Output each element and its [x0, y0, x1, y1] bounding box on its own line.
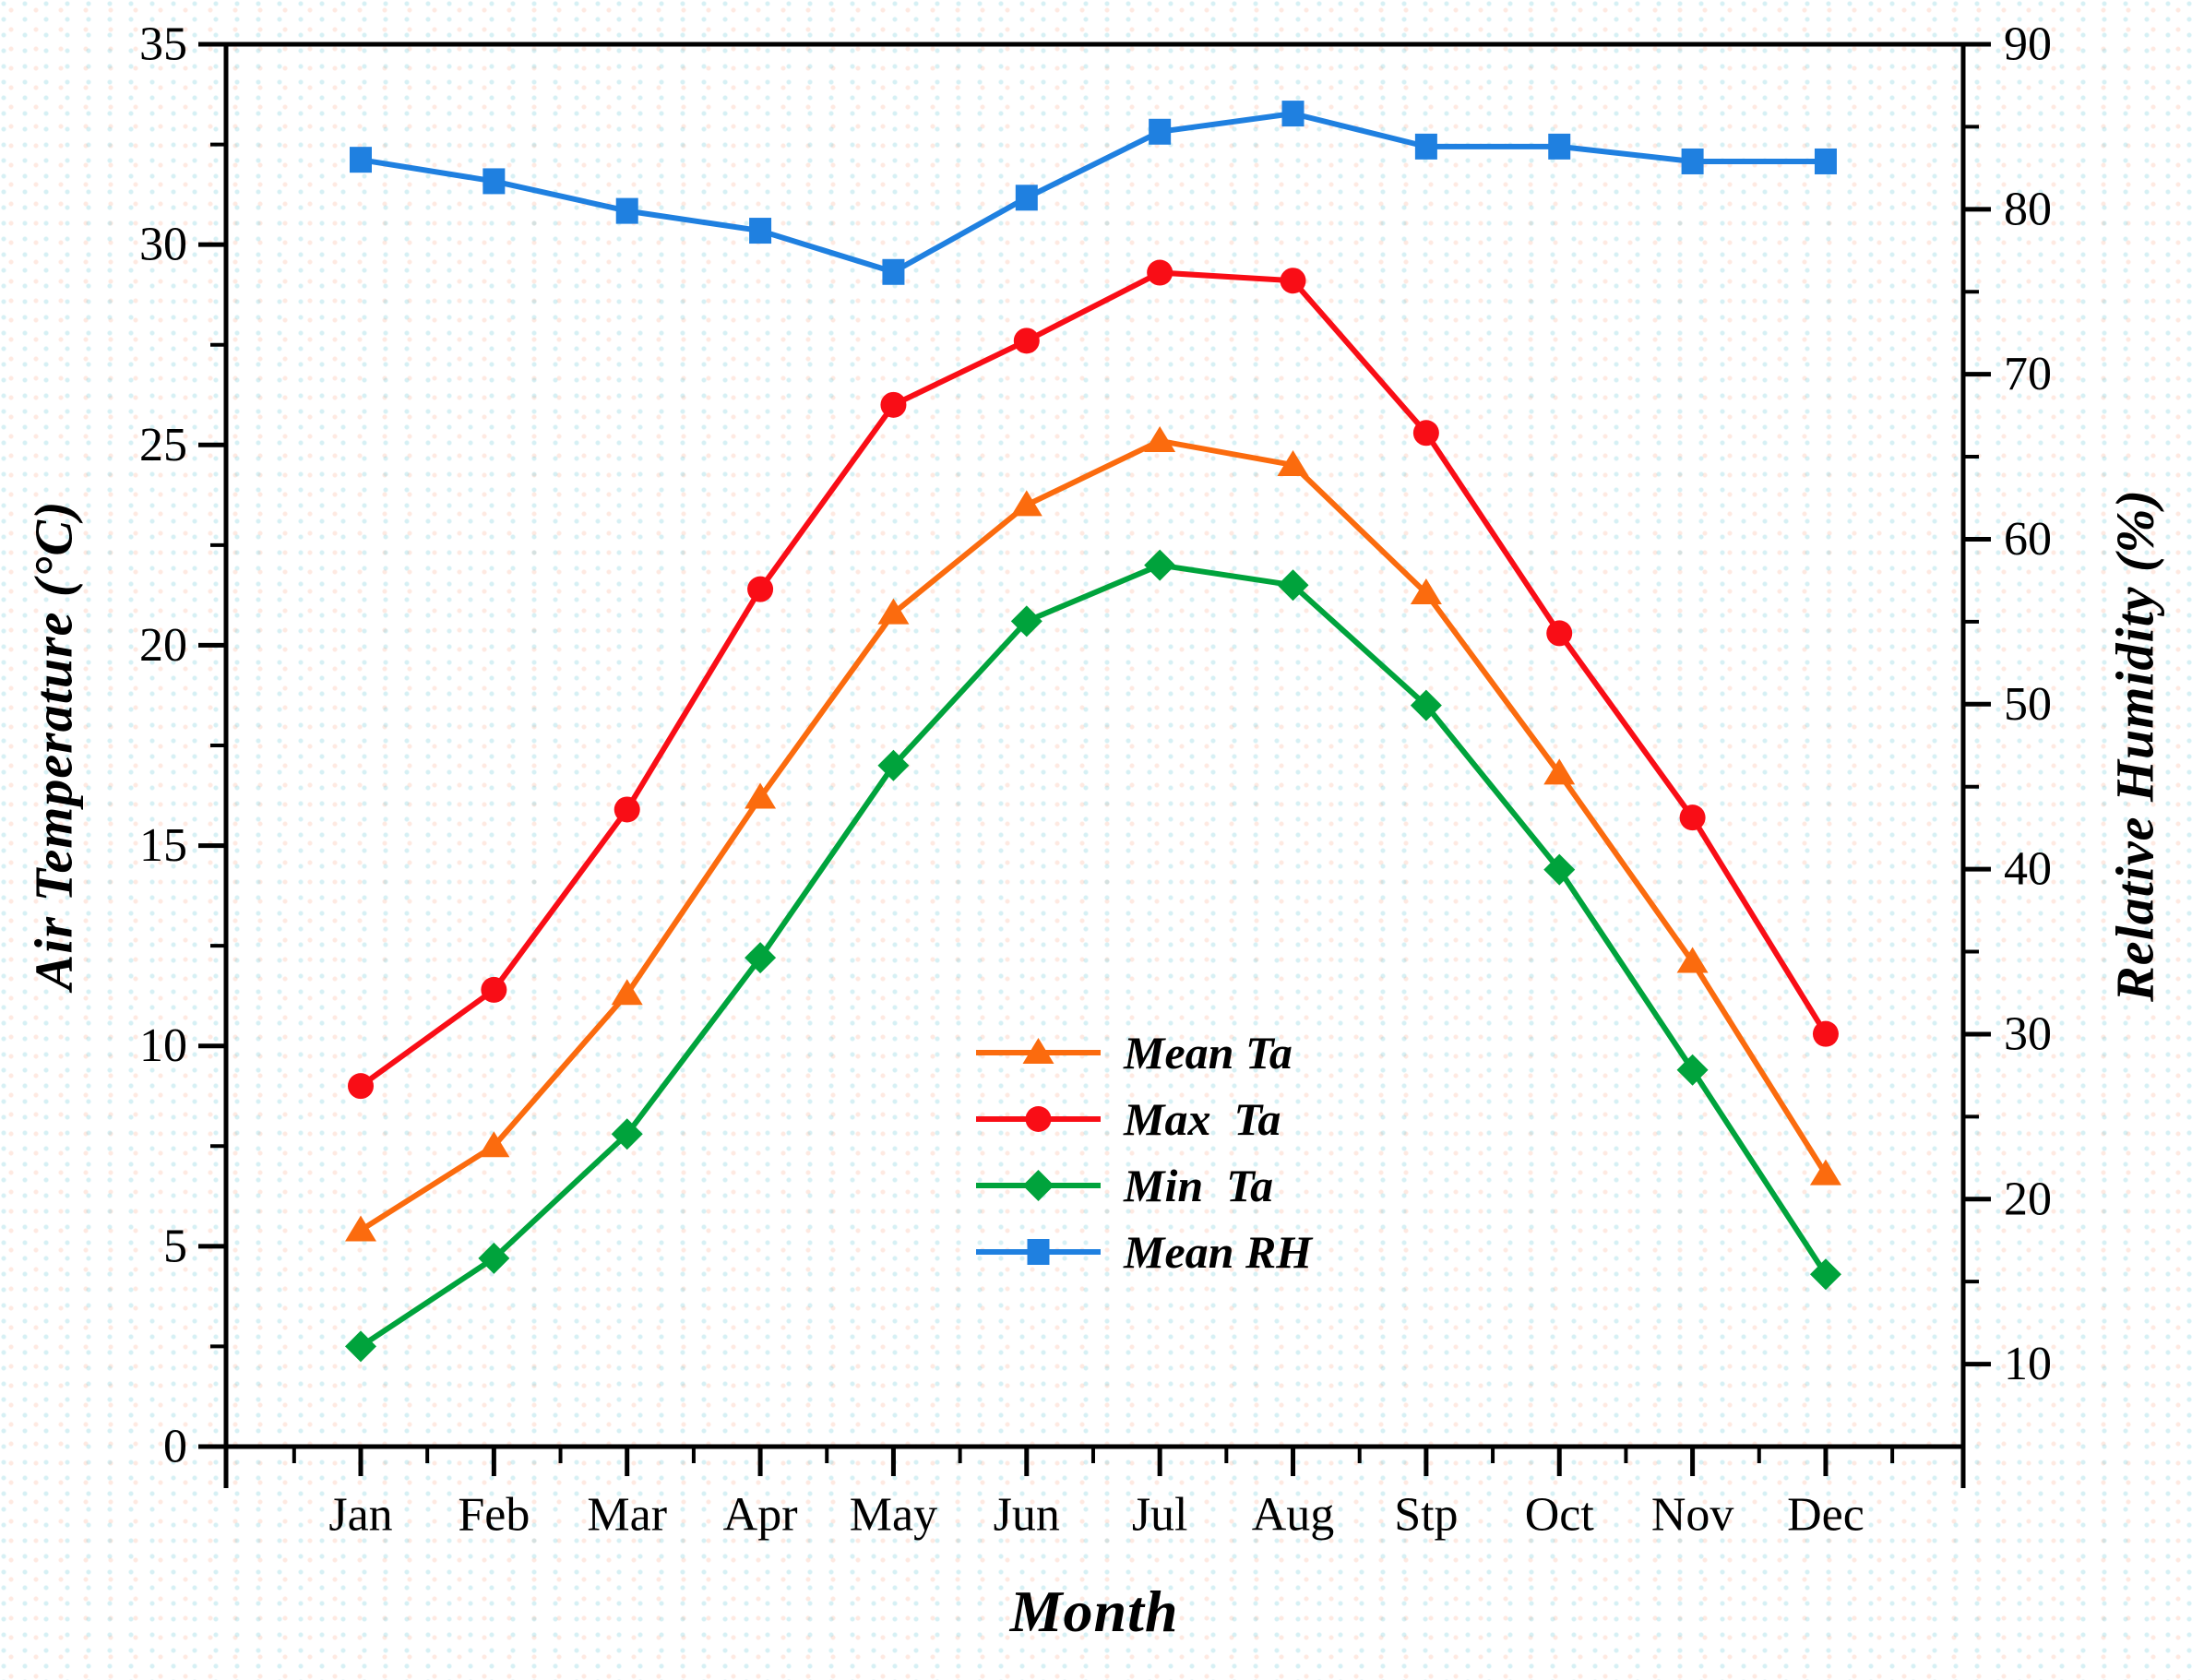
x-axis-tick-label: Aug	[1252, 1489, 1335, 1542]
x-axis-tick-label: Jun	[994, 1489, 1060, 1542]
right-axis-tick-label: 10	[2004, 1338, 2052, 1390]
right-axis-title: Relative Humidity (%)	[2104, 489, 2165, 1002]
series-marker-mean-ta	[1676, 947, 1709, 973]
series-marker-max-ta	[348, 1073, 374, 1100]
series-marker-max-ta	[747, 576, 774, 602]
x-axis-tick-label: Feb	[458, 1489, 530, 1542]
series-marker-max-ta	[481, 976, 507, 1003]
legend-marker-triangle	[1022, 1038, 1054, 1064]
series-marker-mean-rh	[1015, 185, 1038, 211]
series-marker-max-ta	[1013, 328, 1040, 354]
right-axis-tick-label: 40	[2004, 843, 2052, 896]
series-marker-min-ta	[745, 942, 777, 974]
series-marker-mean-rh	[1548, 133, 1571, 160]
right-axis-tick-label: 70	[2004, 348, 2052, 400]
series-marker-mean-ta	[1543, 758, 1576, 785]
series-marker-mean-ta	[1277, 450, 1309, 476]
series-marker-mean-ta	[1809, 1159, 1841, 1186]
right-axis-tick-label: 80	[2004, 183, 2052, 235]
x-axis-tick-label: Dec	[1787, 1489, 1864, 1542]
x-axis-tick-label: Nov	[1651, 1489, 1734, 1542]
series-marker-mean-rh	[1149, 118, 1172, 145]
series-marker-mean-ta	[877, 598, 910, 625]
legend-label: Min Ta	[1123, 1160, 1273, 1211]
series-marker-min-ta	[1144, 549, 1176, 581]
x-axis-tick-label: May	[850, 1489, 937, 1542]
left-axis-tick-label: 25	[139, 419, 187, 471]
left-axis-tick-label: 10	[139, 1019, 187, 1072]
series-marker-mean-rh	[1681, 148, 1704, 174]
series-marker-mean-ta	[345, 1215, 376, 1242]
series-marker-max-ta	[880, 391, 907, 418]
plot-frame	[223, 42, 1966, 1449]
left-axis-tick-label: 35	[139, 18, 187, 71]
left-axis-tick-label: 30	[139, 219, 187, 271]
legend-marker-circle	[1025, 1106, 1052, 1132]
x-axis-tick-label: Mar	[587, 1489, 667, 1542]
left-axis-tick-label: 0	[163, 1421, 187, 1473]
series-marker-max-ta	[1812, 1020, 1839, 1047]
x-axis-tick-label: Jan	[328, 1489, 392, 1542]
series-marker-min-ta	[345, 1330, 376, 1363]
series-marker-mean-ta	[611, 979, 643, 1006]
series-marker-mean-rh	[882, 258, 905, 285]
series-marker-mean-ta	[1010, 490, 1042, 517]
series-marker-min-ta	[877, 749, 910, 781]
series-marker-mean-rh	[749, 218, 772, 244]
series-marker-max-ta	[1679, 804, 1706, 831]
right-axis-tick-label: 50	[2004, 678, 2052, 731]
series-marker-mean-ta	[1144, 425, 1176, 452]
right-axis-tick-label: 20	[2004, 1173, 2052, 1225]
series-marker-mean-rh	[350, 147, 372, 173]
left-axis-tick-label: 15	[139, 819, 187, 872]
left-axis-tick-label: 20	[139, 619, 187, 672]
series-marker-max-ta	[1412, 420, 1439, 447]
series-marker-mean-ta	[478, 1131, 510, 1158]
series-marker-max-ta	[1147, 259, 1173, 286]
series-marker-min-ta	[1277, 569, 1309, 602]
legend-label: Mean RH	[1123, 1226, 1314, 1278]
legend-marker-square	[1027, 1239, 1050, 1265]
series-marker-min-ta	[478, 1242, 510, 1274]
series-marker-mean-rh	[615, 197, 638, 224]
series-marker-max-ta	[1546, 620, 1573, 647]
series-line-min-ta	[359, 562, 1829, 1349]
legend-marker-diamond	[1022, 1170, 1054, 1201]
series-line-mean-rh	[360, 111, 1826, 275]
right-axis-tick-label: 60	[2004, 513, 2052, 566]
series-marker-mean-ta	[745, 782, 777, 809]
legend-label: Max Ta	[1123, 1093, 1281, 1145]
x-axis-tick-label: Apr	[723, 1489, 798, 1542]
series-marker-mean-rh	[1414, 133, 1437, 160]
left-axis-title: Air Temperature (°C)	[23, 500, 84, 991]
series-line-mean-ta	[359, 437, 1829, 1233]
series-marker-mean-ta	[1410, 578, 1442, 604]
right-axis-tick-label: 30	[2004, 1007, 2052, 1060]
x-axis-tick-label: Stp	[1394, 1489, 1458, 1542]
series-marker-min-ta	[1410, 689, 1442, 721]
legend-label: Mean Ta	[1123, 1027, 1293, 1078]
series-marker-min-ta	[1010, 605, 1042, 637]
series-marker-min-ta	[1809, 1258, 1841, 1291]
x-axis-title: Month	[1009, 1579, 1179, 1644]
series-marker-mean-rh	[1814, 148, 1837, 174]
right-axis-tick-label: 90	[2004, 18, 2052, 71]
x-axis-tick-label: Jul	[1132, 1489, 1188, 1542]
x-axis-tick-label: Oct	[1525, 1489, 1595, 1542]
series-marker-min-ta	[1543, 853, 1576, 886]
series-marker-mean-rh	[1281, 101, 1304, 127]
series-marker-min-ta	[1676, 1054, 1709, 1086]
series-marker-min-ta	[611, 1118, 643, 1150]
series-marker-mean-rh	[482, 168, 506, 195]
series-marker-max-ta	[1280, 268, 1306, 294]
series-marker-max-ta	[614, 796, 640, 823]
left-axis-tick-label: 5	[163, 1220, 187, 1272]
series-line-max-ta	[359, 269, 1829, 1089]
